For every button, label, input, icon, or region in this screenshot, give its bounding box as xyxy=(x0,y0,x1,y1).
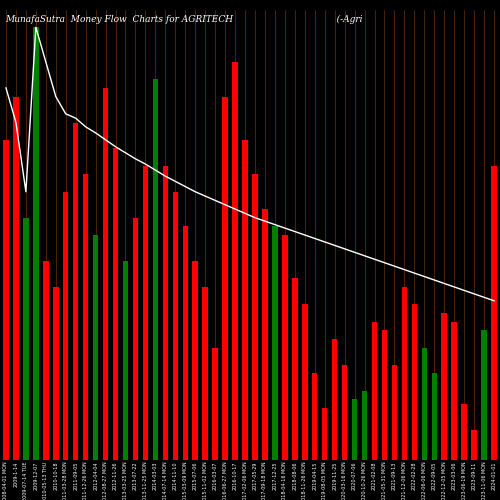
Text: MunafaSutra  Money Flow  Charts for AGRITECH                                    : MunafaSutra Money Flow Charts for AGRITE… xyxy=(5,15,500,24)
Bar xyxy=(23,218,28,460)
Bar xyxy=(103,88,108,460)
Bar xyxy=(182,226,188,460)
Bar xyxy=(43,261,49,460)
Bar xyxy=(3,140,8,460)
Bar xyxy=(232,62,238,460)
Bar xyxy=(332,339,338,460)
Bar xyxy=(13,96,18,460)
Bar xyxy=(242,140,248,460)
Bar xyxy=(382,330,387,460)
Bar xyxy=(372,322,377,460)
Bar xyxy=(302,304,308,460)
Bar xyxy=(362,391,368,460)
Bar xyxy=(312,374,318,460)
Bar xyxy=(422,348,427,460)
Bar xyxy=(412,304,417,460)
Bar xyxy=(192,261,198,460)
Bar xyxy=(222,96,228,460)
Bar xyxy=(172,192,178,460)
Bar xyxy=(162,166,168,460)
Bar xyxy=(252,174,258,460)
Bar xyxy=(262,209,268,460)
Bar xyxy=(482,330,487,460)
Bar xyxy=(392,365,397,460)
Bar xyxy=(472,430,477,460)
Bar xyxy=(402,287,407,460)
Bar xyxy=(462,404,467,460)
Bar xyxy=(93,235,98,460)
Bar xyxy=(63,192,68,460)
Bar xyxy=(33,28,38,460)
Bar xyxy=(452,322,457,460)
Bar xyxy=(442,313,447,460)
Bar xyxy=(132,218,138,460)
Bar xyxy=(83,174,88,460)
Bar xyxy=(73,122,78,460)
Bar xyxy=(212,348,218,460)
Bar xyxy=(53,287,59,460)
Bar xyxy=(352,400,358,460)
Bar xyxy=(123,261,128,460)
Bar xyxy=(202,287,208,460)
Bar xyxy=(282,235,288,460)
Bar xyxy=(492,166,497,460)
Bar xyxy=(152,79,158,460)
Bar xyxy=(142,166,148,460)
Bar xyxy=(272,226,278,460)
Bar xyxy=(322,408,328,460)
Bar xyxy=(342,365,347,460)
Bar xyxy=(113,148,118,460)
Bar xyxy=(432,374,437,460)
Bar xyxy=(292,278,298,460)
